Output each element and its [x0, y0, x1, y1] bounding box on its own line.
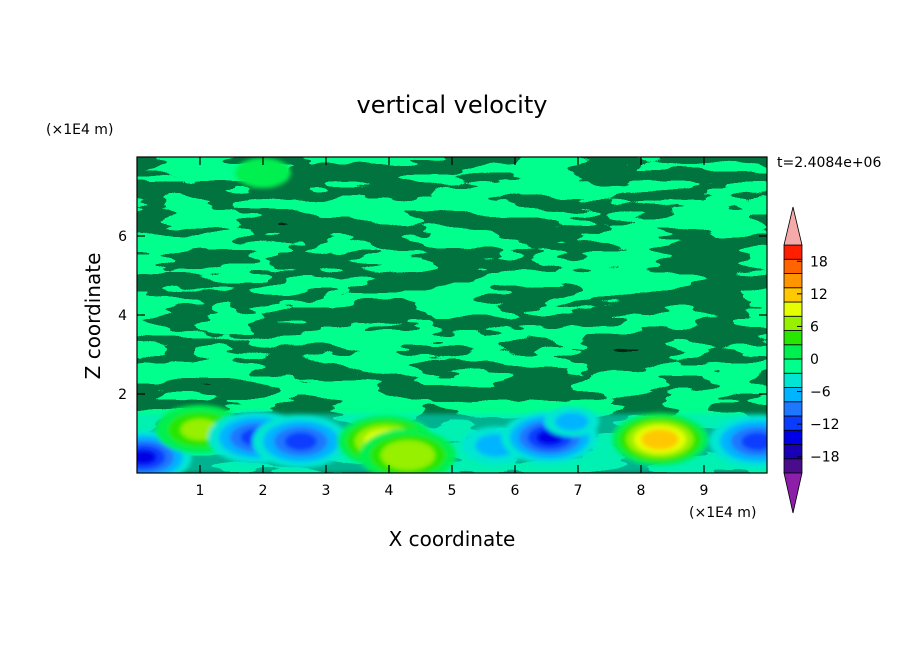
- colorbar-band: [783, 458, 803, 474]
- colorbar-tick-label: 18: [810, 254, 828, 270]
- colorbar: 18 12 6 0 −6 −12 −18: [783, 206, 840, 514]
- colorbar-band: [783, 330, 803, 346]
- contour-band: [284, 432, 317, 451]
- x-axis-label: X coordinate: [389, 527, 516, 551]
- colorbar-tick-label: 0: [810, 352, 819, 368]
- colorbar-tick-label: −6: [810, 385, 831, 401]
- colorbar-band: [783, 344, 803, 360]
- colorbar-tick-label: −18: [810, 450, 840, 466]
- colorbar-tick-label: 6: [810, 319, 819, 335]
- x-tick-label: 2: [259, 483, 268, 499]
- colorbar-band: [783, 387, 803, 403]
- x-axis-ticks: 1 2 3 4 5 6 7 8 9: [196, 157, 709, 499]
- x-tick-label: 4: [385, 483, 394, 499]
- contour-band: [648, 433, 672, 446]
- colorbar-tick-label: −12: [810, 417, 840, 433]
- colorbar-band: [783, 287, 803, 303]
- x-tick-label: 8: [637, 483, 646, 499]
- colorbar-band: [783, 372, 803, 388]
- colorbar-band: [783, 429, 803, 445]
- contour-band: [741, 432, 767, 451]
- heatmap-field: [137, 157, 767, 473]
- x-tick-label: 6: [511, 483, 520, 499]
- colorbar-band: [783, 301, 803, 317]
- x-tick-label: 9: [700, 483, 709, 499]
- x-tick-label: 5: [448, 483, 457, 499]
- colorbar-band: [783, 244, 803, 260]
- y-axis-label: Z coordinate: [81, 253, 105, 380]
- contour-band: [555, 412, 589, 431]
- colorbar-band: [783, 358, 803, 374]
- contour-band: [137, 449, 157, 465]
- chart-title: vertical velocity: [357, 91, 548, 119]
- contour-band: [246, 163, 280, 182]
- colorbar-band: [783, 415, 803, 431]
- x-tick-label: 1: [196, 483, 205, 499]
- y-tick-label: 2: [118, 387, 127, 403]
- y-tick-label: 6: [118, 229, 127, 245]
- colorbar-band: [783, 401, 803, 417]
- colorbar-over-triangle: [783, 206, 803, 246]
- colorbar-under-triangle: [783, 472, 803, 514]
- time-label: t=2.4084e+06: [777, 155, 881, 171]
- x-axis-unit: (×1E4 m): [689, 505, 756, 521]
- colorbar-band: [783, 315, 803, 331]
- y-tick-label: 4: [118, 308, 127, 324]
- field-blobs: [137, 157, 767, 473]
- colorbar-tick-label: 12: [810, 287, 828, 303]
- contour-band: [391, 446, 425, 465]
- x-tick-label: 7: [574, 483, 583, 499]
- y-axis-unit: (×1E4 m): [46, 122, 113, 138]
- y-axis-ticks: 2 4 6: [118, 229, 767, 403]
- colorbar-band: [783, 273, 803, 289]
- x-tick-label: 3: [322, 483, 331, 499]
